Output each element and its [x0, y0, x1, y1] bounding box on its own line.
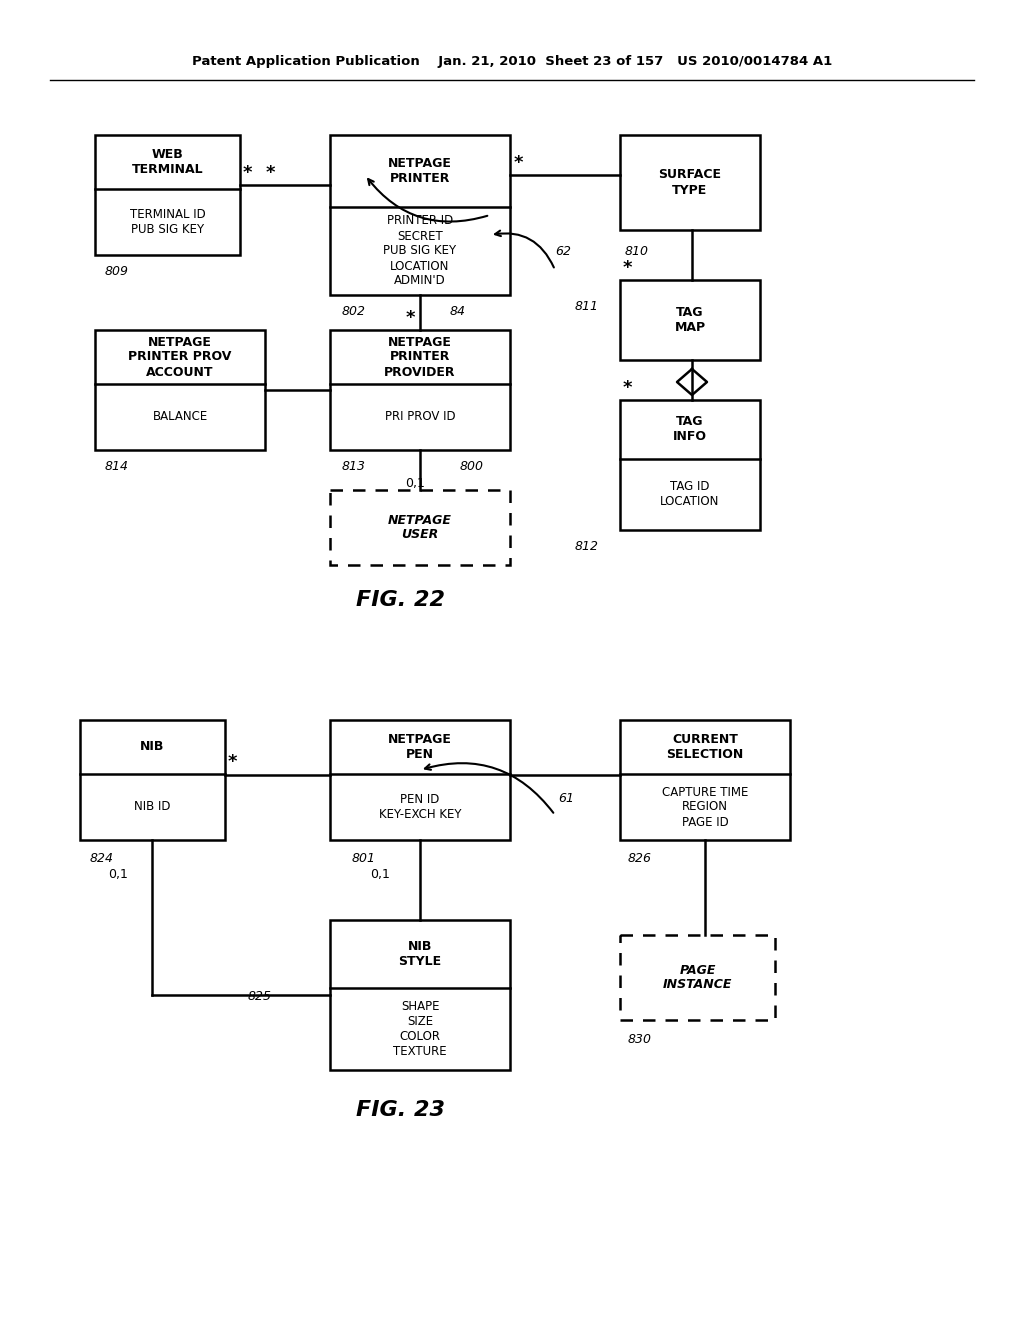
Text: 61: 61 — [558, 792, 574, 805]
Text: WEB
TERMINAL: WEB TERMINAL — [132, 148, 204, 176]
Text: 84: 84 — [450, 305, 466, 318]
Text: 824: 824 — [90, 851, 114, 865]
Bar — [620, 719, 790, 840]
Bar — [95, 330, 265, 450]
Bar — [330, 330, 510, 450]
Text: 62: 62 — [555, 246, 571, 257]
Text: *: * — [227, 752, 237, 771]
Text: Patent Application Publication    Jan. 21, 2010  Sheet 23 of 157   US 2010/00147: Patent Application Publication Jan. 21, … — [191, 55, 833, 69]
Bar — [330, 135, 510, 294]
Text: 800: 800 — [460, 459, 484, 473]
Text: TAG ID
LOCATION: TAG ID LOCATION — [660, 480, 720, 508]
Text: NETPAGE
PRINTER: NETPAGE PRINTER — [388, 157, 452, 185]
Text: *: * — [243, 164, 252, 182]
Text: PRINTER ID
SECRET
PUB SIG KEY
LOCATION
ADMIN'D: PRINTER ID SECRET PUB SIG KEY LOCATION A… — [383, 214, 457, 288]
Bar — [330, 719, 510, 840]
Text: 802: 802 — [342, 305, 366, 318]
Bar — [80, 719, 225, 840]
Text: *: * — [265, 164, 274, 182]
Text: *: * — [406, 309, 415, 327]
Text: BALANCE: BALANCE — [153, 411, 208, 424]
Text: 801: 801 — [352, 851, 376, 865]
Text: 0,1: 0,1 — [108, 869, 128, 880]
Text: FIG. 22: FIG. 22 — [355, 590, 444, 610]
Bar — [620, 135, 760, 230]
Text: TAG
MAP: TAG MAP — [675, 306, 706, 334]
Text: NIB: NIB — [140, 741, 165, 754]
Bar — [330, 490, 510, 565]
Bar — [330, 920, 510, 1071]
Text: PAGE
INSTANCE: PAGE INSTANCE — [663, 964, 732, 991]
Text: NETPAGE
USER: NETPAGE USER — [388, 513, 452, 541]
Text: NETPAGE
PRINTER PROV
ACCOUNT: NETPAGE PRINTER PROV ACCOUNT — [128, 335, 231, 379]
Text: 811: 811 — [575, 300, 599, 313]
Bar — [620, 280, 760, 360]
Text: TERMINAL ID
PUB SIG KEY: TERMINAL ID PUB SIG KEY — [130, 209, 206, 236]
Bar — [620, 400, 760, 531]
Text: SURFACE
TYPE: SURFACE TYPE — [658, 169, 722, 197]
Text: 826: 826 — [628, 851, 652, 865]
Text: NETPAGE
PEN: NETPAGE PEN — [388, 733, 452, 762]
Text: CAPTURE TIME
REGION
PAGE ID: CAPTURE TIME REGION PAGE ID — [662, 785, 749, 829]
Text: 825: 825 — [248, 990, 272, 1003]
Text: 810: 810 — [625, 246, 649, 257]
Text: NIB
STYLE: NIB STYLE — [398, 940, 441, 968]
Text: 0,1: 0,1 — [370, 869, 390, 880]
Text: 809: 809 — [105, 265, 129, 279]
Text: NETPAGE
PRINTER
PROVIDER: NETPAGE PRINTER PROVIDER — [384, 335, 456, 379]
Text: 812: 812 — [575, 540, 599, 553]
Text: FIG. 23: FIG. 23 — [355, 1100, 444, 1119]
Bar — [95, 135, 240, 255]
Text: NIB ID: NIB ID — [134, 800, 171, 813]
Text: 813: 813 — [342, 459, 366, 473]
Text: CURRENT
SELECTION: CURRENT SELECTION — [667, 733, 743, 762]
Text: 830: 830 — [628, 1034, 652, 1045]
Text: TAG
INFO: TAG INFO — [673, 416, 707, 444]
Text: PRI PROV ID: PRI PROV ID — [385, 411, 456, 424]
Text: SHAPE
SIZE
COLOR
TEXTURE: SHAPE SIZE COLOR TEXTURE — [393, 999, 446, 1057]
Text: 814: 814 — [105, 459, 129, 473]
Bar — [620, 935, 775, 1020]
Text: PEN ID
KEY-EXCH KEY: PEN ID KEY-EXCH KEY — [379, 793, 461, 821]
Text: *: * — [623, 259, 632, 277]
Text: *: * — [513, 154, 522, 172]
Text: 0,1: 0,1 — [406, 477, 425, 490]
Text: *: * — [623, 379, 632, 397]
